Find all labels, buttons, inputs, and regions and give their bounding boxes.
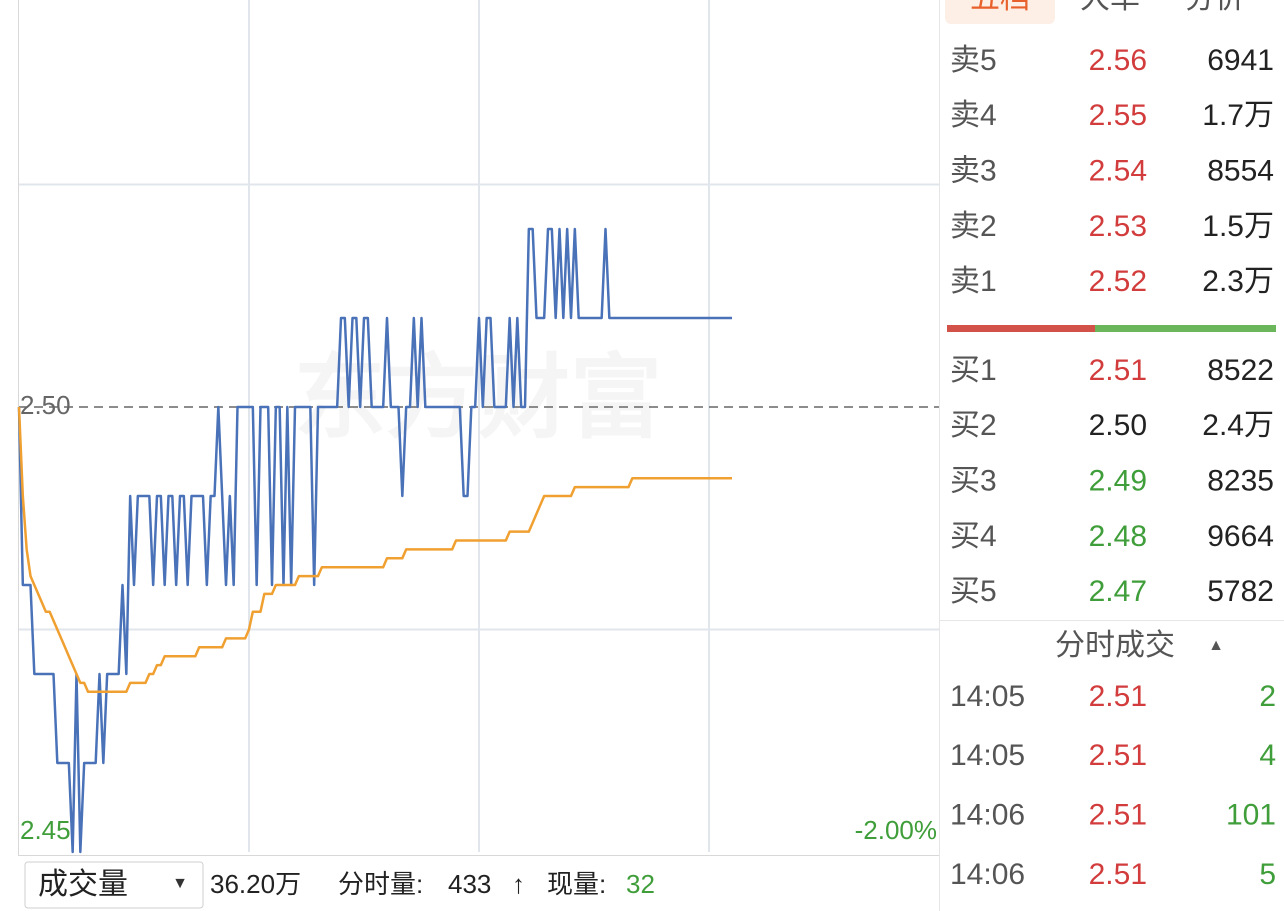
bid-price: 2.48 — [1089, 520, 1147, 553]
ask-volume: 1.5万 — [1202, 210, 1274, 243]
current-volume-label: 现量: — [547, 869, 606, 899]
trade-price: 2.51 — [1089, 858, 1147, 891]
bid-label: 买1 — [950, 354, 997, 387]
trade-volume: 101 — [1226, 799, 1276, 832]
bid-volume: 8235 — [1207, 465, 1274, 498]
bid-volume: 8522 — [1207, 354, 1274, 387]
minute-volume: 433 — [448, 869, 491, 899]
trade-price: 2.51 — [1089, 739, 1147, 772]
ask-volume: 8554 — [1207, 155, 1274, 188]
ask-price: 2.52 — [1089, 265, 1147, 298]
ask-label: 卖5 — [950, 44, 997, 77]
trade-price: 2.51 — [1089, 680, 1147, 713]
tab[interactable]: 五档 — [970, 0, 1030, 15]
ask-price: 2.55 — [1089, 99, 1147, 132]
dropdown-arrow[interactable]: ▼ — [172, 875, 188, 892]
trades-toggle[interactable]: ▲ — [1208, 637, 1224, 654]
trades-title[interactable]: 分时成交 — [1055, 629, 1175, 662]
ask-volume: 1.7万 — [1202, 99, 1274, 132]
bid-price: 2.47 — [1089, 575, 1147, 608]
trade-volume: 2 — [1259, 680, 1276, 713]
minute-volume-label: 分时量: — [338, 869, 423, 899]
trade-time: 14:05 — [950, 680, 1025, 713]
ask-label: 卖4 — [950, 99, 997, 132]
price-line — [17, 406, 732, 694]
ask-strength-bar — [947, 325, 1095, 332]
ask-label: 卖2 — [950, 210, 997, 243]
trade-time: 14:05 — [950, 739, 1025, 772]
trade-volume: 5 — [1259, 858, 1276, 891]
ask-price: 2.56 — [1089, 44, 1147, 77]
volume-arrow: ↑ — [512, 869, 525, 899]
bid-price: 2.51 — [1089, 354, 1147, 387]
indicator-name[interactable]: 成交量 — [38, 868, 128, 901]
bid-label: 买2 — [950, 409, 997, 442]
tab[interactable]: 大单 — [1080, 0, 1140, 15]
y-tick-label: 2.45 — [20, 815, 71, 845]
ask-volume: 2.3万 — [1202, 265, 1274, 298]
bid-label: 买4 — [950, 520, 997, 553]
active-tab-bg[interactable] — [945, 0, 1055, 24]
current-volume: 32 — [626, 869, 655, 899]
bid-price: 2.49 — [1089, 465, 1147, 498]
indicator-selector[interactable] — [24, 861, 204, 909]
bid-volume: 5782 — [1207, 575, 1274, 608]
ask-price: 2.54 — [1089, 155, 1147, 188]
trade-time: 14:06 — [950, 799, 1025, 832]
bid-strength-bar — [1095, 325, 1276, 332]
trade-time: 14:06 — [950, 858, 1025, 891]
trade-price: 2.51 — [1089, 799, 1147, 832]
trade-volume: 4 — [1259, 739, 1276, 772]
ask-label: 卖3 — [950, 155, 997, 188]
bid-price: 2.50 — [1089, 409, 1147, 442]
ask-volume: 6941 — [1207, 44, 1274, 77]
bid-label: 买5 — [950, 575, 997, 608]
total-volume: 36.20万 — [210, 869, 301, 899]
ask-label: 卖1 — [950, 265, 997, 298]
y2-tick-label: -2.00% — [855, 815, 937, 845]
tab[interactable]: 分价 — [1185, 0, 1245, 15]
price-line — [17, 227, 732, 854]
bid-volume: 9664 — [1207, 520, 1274, 553]
ask-price: 2.53 — [1089, 210, 1147, 243]
bid-volume: 2.4万 — [1202, 409, 1274, 442]
bid-label: 买3 — [950, 465, 997, 498]
y-tick-label: 2.50 — [20, 390, 71, 420]
